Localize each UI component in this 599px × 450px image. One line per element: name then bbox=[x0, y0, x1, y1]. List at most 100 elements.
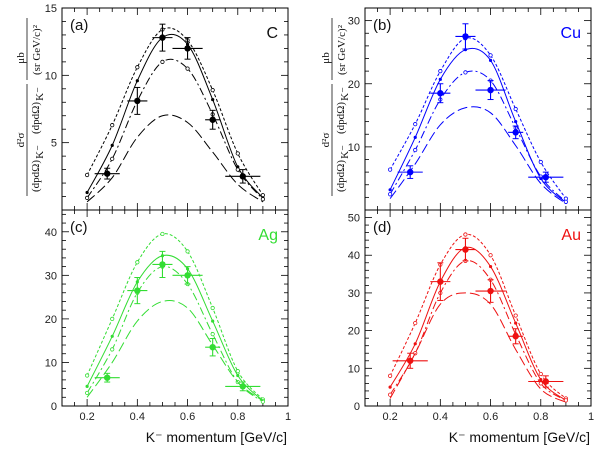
x-tick-label: 0.4 bbox=[130, 411, 145, 423]
model-curves bbox=[388, 36, 568, 205]
data-point bbox=[407, 357, 414, 364]
ylabel-unit-bottom: (sr GeV/c)² bbox=[336, 24, 348, 75]
data-point bbox=[542, 378, 549, 385]
curve-marker bbox=[413, 342, 417, 346]
curve-marker bbox=[413, 320, 418, 326]
curve-marker bbox=[463, 70, 468, 75]
curve-marker bbox=[185, 66, 190, 71]
x-tick-label: 0.8 bbox=[230, 411, 245, 423]
curve-marker bbox=[110, 156, 115, 161]
ylabel-d2sigma: d²σ bbox=[15, 133, 27, 148]
curve-marker bbox=[110, 347, 115, 352]
curve-marker bbox=[235, 167, 240, 172]
data-point bbox=[462, 33, 469, 40]
curve-marker bbox=[160, 59, 165, 64]
data-point bbox=[159, 261, 166, 268]
x-tick-label: 0.8 bbox=[533, 411, 548, 423]
data-point bbox=[209, 344, 216, 351]
curve-short-dash bbox=[389, 37, 567, 199]
ylabel-unit-top: μb bbox=[320, 52, 332, 64]
curve-marker bbox=[388, 192, 393, 197]
panel-tag: (c) bbox=[70, 219, 88, 236]
x-tick-label: 0.6 bbox=[483, 411, 498, 423]
curve-marker bbox=[110, 143, 114, 147]
element-label: Cu bbox=[561, 25, 581, 42]
curve-marker bbox=[85, 384, 89, 388]
y-tick-label: 10 bbox=[45, 357, 57, 369]
curve-marker bbox=[538, 381, 543, 386]
curve-marker bbox=[538, 159, 543, 165]
curve-marker bbox=[135, 65, 140, 70]
data-point bbox=[184, 272, 191, 279]
data-point bbox=[134, 97, 141, 105]
curve-marker bbox=[236, 373, 240, 378]
curve-marker bbox=[413, 147, 418, 153]
y-tick-label: 10 bbox=[348, 142, 360, 154]
curve-marker bbox=[438, 69, 443, 74]
curve-marker bbox=[438, 77, 442, 81]
curve-marker bbox=[235, 369, 240, 374]
panel-tag: (d) bbox=[373, 219, 391, 236]
y-tick-label: 50 bbox=[348, 213, 360, 225]
plot-frame bbox=[61, 209, 289, 407]
curve-marker bbox=[488, 58, 493, 62]
x-tick-label: 0.6 bbox=[180, 411, 195, 423]
x-tick-label: 0.2 bbox=[382, 411, 397, 423]
curve-marker bbox=[85, 195, 90, 200]
model-curves bbox=[388, 232, 568, 403]
element-label: Ag bbox=[258, 227, 278, 244]
y-tick-label: 40 bbox=[45, 227, 57, 239]
curve-marker bbox=[563, 199, 568, 204]
curve-marker bbox=[110, 123, 115, 128]
ylabel-denominator-1: (dpdΩ) bbox=[335, 160, 347, 192]
curve-marker bbox=[85, 373, 90, 378]
panel-cu: 10 20 30 (b) Cu bbox=[348, 7, 592, 211]
curve-marker bbox=[413, 122, 418, 127]
curve-marker bbox=[160, 231, 165, 237]
data-point bbox=[542, 173, 549, 181]
curve-marker bbox=[85, 190, 89, 195]
curve-marker bbox=[135, 260, 140, 265]
curve-marker bbox=[488, 253, 493, 258]
y-tick-label: 15 bbox=[45, 3, 57, 15]
ylabel-denominator-1: (dpdΩ) bbox=[30, 160, 42, 192]
curve-solid bbox=[389, 246, 567, 401]
curve-marker bbox=[513, 313, 518, 318]
y-tick-label: 0 bbox=[354, 401, 360, 413]
x-axis-label-right: K⁻ momentum [GeV/c] bbox=[449, 429, 590, 445]
data-points bbox=[94, 250, 261, 392]
curve-short-dash bbox=[389, 233, 567, 399]
data-point bbox=[209, 116, 216, 123]
data-point bbox=[487, 86, 494, 94]
curve-marker bbox=[413, 135, 417, 140]
curve-long-dash bbox=[86, 114, 264, 203]
ylabel-d2sigma: d²σ bbox=[320, 133, 332, 148]
data-point bbox=[437, 90, 444, 97]
ylabel-denominator-2: (dpdΩ) bbox=[30, 102, 42, 134]
y-tick-label: 30 bbox=[348, 16, 360, 28]
curve-marker bbox=[488, 53, 493, 58]
curve-marker bbox=[210, 305, 215, 311]
data-points bbox=[397, 23, 564, 183]
data-point bbox=[512, 129, 519, 136]
curve-marker bbox=[388, 167, 393, 172]
x-tick-label: 1 bbox=[285, 411, 291, 423]
y-tick-label: 10 bbox=[348, 363, 360, 375]
y-axis-label-right: d²σ (dpdΩ) K⁻ (dpdΩ) K⁻ μb (sr GeV/c)² bbox=[320, 18, 351, 196]
x-tick-label: 0.2 bbox=[79, 411, 94, 423]
model-curves bbox=[85, 27, 265, 203]
ylabel-subscript-2: K⁻ bbox=[339, 87, 351, 101]
curve-marker bbox=[260, 399, 265, 404]
curve-marker bbox=[110, 334, 114, 338]
panel-tag: (b) bbox=[373, 17, 391, 34]
curve-marker bbox=[538, 174, 543, 179]
curve-marker bbox=[211, 97, 215, 102]
curve-marker bbox=[235, 151, 240, 156]
curve-short-dash bbox=[86, 27, 264, 196]
y-axis-label-left: d²σ (dpdΩ) K⁻ (dpdΩ) K⁻ μb (sr GeV/c)² bbox=[15, 18, 46, 196]
data-point bbox=[159, 34, 166, 41]
curve-marker bbox=[135, 79, 139, 83]
panel-c: 5 10 15 (a) C bbox=[45, 3, 289, 211]
